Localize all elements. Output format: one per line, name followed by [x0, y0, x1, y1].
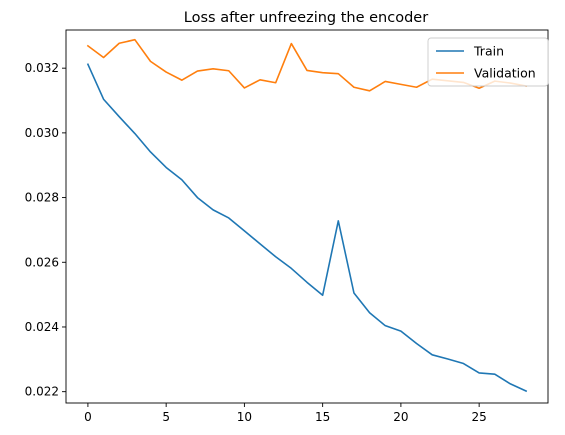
x-tick-label: 0	[84, 410, 92, 424]
x-axis: 0 5 10 15 20 25	[84, 403, 487, 424]
y-tick-label: 0.030	[25, 126, 59, 140]
legend-label-validation: Validation	[474, 66, 536, 81]
y-tick-label: 0.022	[25, 385, 59, 399]
y-tick-label: 0.032	[25, 61, 59, 75]
y-tick-label: 0.026	[25, 255, 59, 269]
series-lines	[86, 38, 528, 393]
y-tick-label: 0.024	[25, 320, 59, 334]
chart-title: Loss after unfreezing the encoder	[184, 10, 428, 26]
legend: Train Validation	[427, 37, 549, 87]
plot-area-frame	[65, 29, 549, 404]
x-tick-label: 5	[162, 410, 170, 424]
y-axis: 0.022 0.024 0.026 0.028 0.030 0.032	[25, 61, 66, 399]
y-tick-label: 0.028	[25, 191, 59, 205]
x-tick-label: 10	[237, 410, 252, 424]
x-tick-label: 20	[393, 410, 408, 424]
x-tick-label: 15	[315, 410, 330, 424]
legend-label-train: Train	[473, 44, 504, 59]
legend-box	[427, 37, 549, 87]
series-line-train	[86, 63, 528, 393]
x-tick-label: 25	[472, 410, 487, 424]
